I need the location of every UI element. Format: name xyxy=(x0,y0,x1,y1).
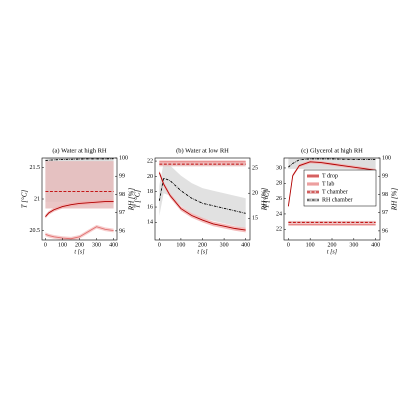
y-tick-label: 18 xyxy=(147,189,153,195)
line xyxy=(158,172,246,231)
band xyxy=(45,161,114,209)
x-tick-label: 300 xyxy=(349,242,358,248)
x-tick-label: 0 xyxy=(287,242,290,248)
y2-axis-label: RH [%] xyxy=(391,188,399,212)
x-tick-label: 400 xyxy=(109,242,118,248)
line xyxy=(158,177,246,214)
y-tick-label: 22 xyxy=(147,158,153,164)
y-tick-label: 16 xyxy=(147,204,153,210)
y2-tick-label: 97 xyxy=(382,210,388,216)
y-tick-label: 20.5 xyxy=(30,228,41,234)
legend-label: T drop xyxy=(322,173,338,179)
y-axis-label: T [°C] xyxy=(263,190,271,209)
line xyxy=(288,158,376,168)
chart-title: (b) Water at low RH xyxy=(176,147,229,154)
y2-axis-label: RH [%] xyxy=(128,188,136,212)
y-tick-label: 21.5 xyxy=(30,165,41,171)
panel: 0 100 200 300 400 14 16 18 20 22 15 20 25 (b) Water a… xyxy=(134,147,269,255)
y-axis-label: T [°C] xyxy=(134,190,142,209)
x-tick-label: 300 xyxy=(220,242,229,248)
y2-tick-label: 20 xyxy=(252,191,258,197)
y-tick-label: 28 xyxy=(276,181,282,187)
x-tick-label: 100 xyxy=(176,242,185,248)
y-tick-label: 20 xyxy=(147,174,153,180)
x-tick-label: 0 xyxy=(44,242,47,248)
x-axis-label: t [s] xyxy=(327,249,338,255)
y-tick-label: 21 xyxy=(34,196,40,202)
x-tick-label: 200 xyxy=(75,242,84,248)
x-tick-label: 0 xyxy=(158,242,161,248)
x-tick-label: 300 xyxy=(92,242,101,248)
plot-area xyxy=(287,158,376,226)
x-axis-label: t [s] xyxy=(197,249,208,255)
legend: T drop T lab T chamber RH chamber xyxy=(303,169,377,207)
y-tick-label: 26 xyxy=(276,196,282,202)
chart-title: (a) Water at high RH xyxy=(52,147,107,154)
y-tick-label: 14 xyxy=(147,220,153,226)
legend-label: T chamber xyxy=(322,189,348,195)
y2-tick-label: 99 xyxy=(119,174,125,180)
x-tick-label: 200 xyxy=(198,242,207,248)
plot-area xyxy=(158,160,246,233)
y2-tick-label: 15 xyxy=(252,216,258,222)
line xyxy=(45,158,114,162)
y2-tick-label: 100 xyxy=(382,155,391,161)
band xyxy=(159,163,246,229)
x-axis-label: t [s] xyxy=(74,249,85,255)
line xyxy=(45,226,114,240)
x-tick-label: 100 xyxy=(306,242,315,248)
y2-tick-label: 100 xyxy=(119,155,128,161)
x-tick-label: 100 xyxy=(58,242,67,248)
x-tick-label: 400 xyxy=(371,242,380,248)
y-axis-label: T [°C] xyxy=(21,190,29,209)
y2-tick-label: 96 xyxy=(119,228,125,234)
x-tick-label: 200 xyxy=(328,242,337,248)
band xyxy=(288,220,376,224)
y2-axis-label: RH [%] xyxy=(261,188,269,212)
line xyxy=(287,161,376,207)
legend-label: T lab xyxy=(322,181,334,187)
y-tick-label: 22 xyxy=(276,227,282,233)
plot-area xyxy=(45,158,114,240)
panel: 0 100 200 300 400 20.5 21 21.5 96 97 98 99 100 (a) Wa… xyxy=(21,147,136,255)
y-tick-label: 30 xyxy=(276,165,282,171)
y2-tick-label: 99 xyxy=(382,174,388,180)
legend-label: RH chamber xyxy=(322,197,353,203)
y-tick-label: 24 xyxy=(276,211,282,217)
y2-tick-label: 96 xyxy=(382,228,388,234)
panel: 0 100 200 300 400 22 24 26 28 30 96 97 98 99 100 (c) Gl… xyxy=(263,147,399,255)
y2-tick-label: 98 xyxy=(119,192,125,198)
y2-tick-label: 98 xyxy=(382,192,388,198)
band xyxy=(45,224,114,240)
y2-tick-label: 25 xyxy=(252,165,258,171)
line xyxy=(45,201,114,217)
chart-title: (c) Glycerol at high RH xyxy=(301,147,363,154)
x-tick-label: 400 xyxy=(241,242,250,248)
y2-tick-label: 97 xyxy=(119,210,125,216)
